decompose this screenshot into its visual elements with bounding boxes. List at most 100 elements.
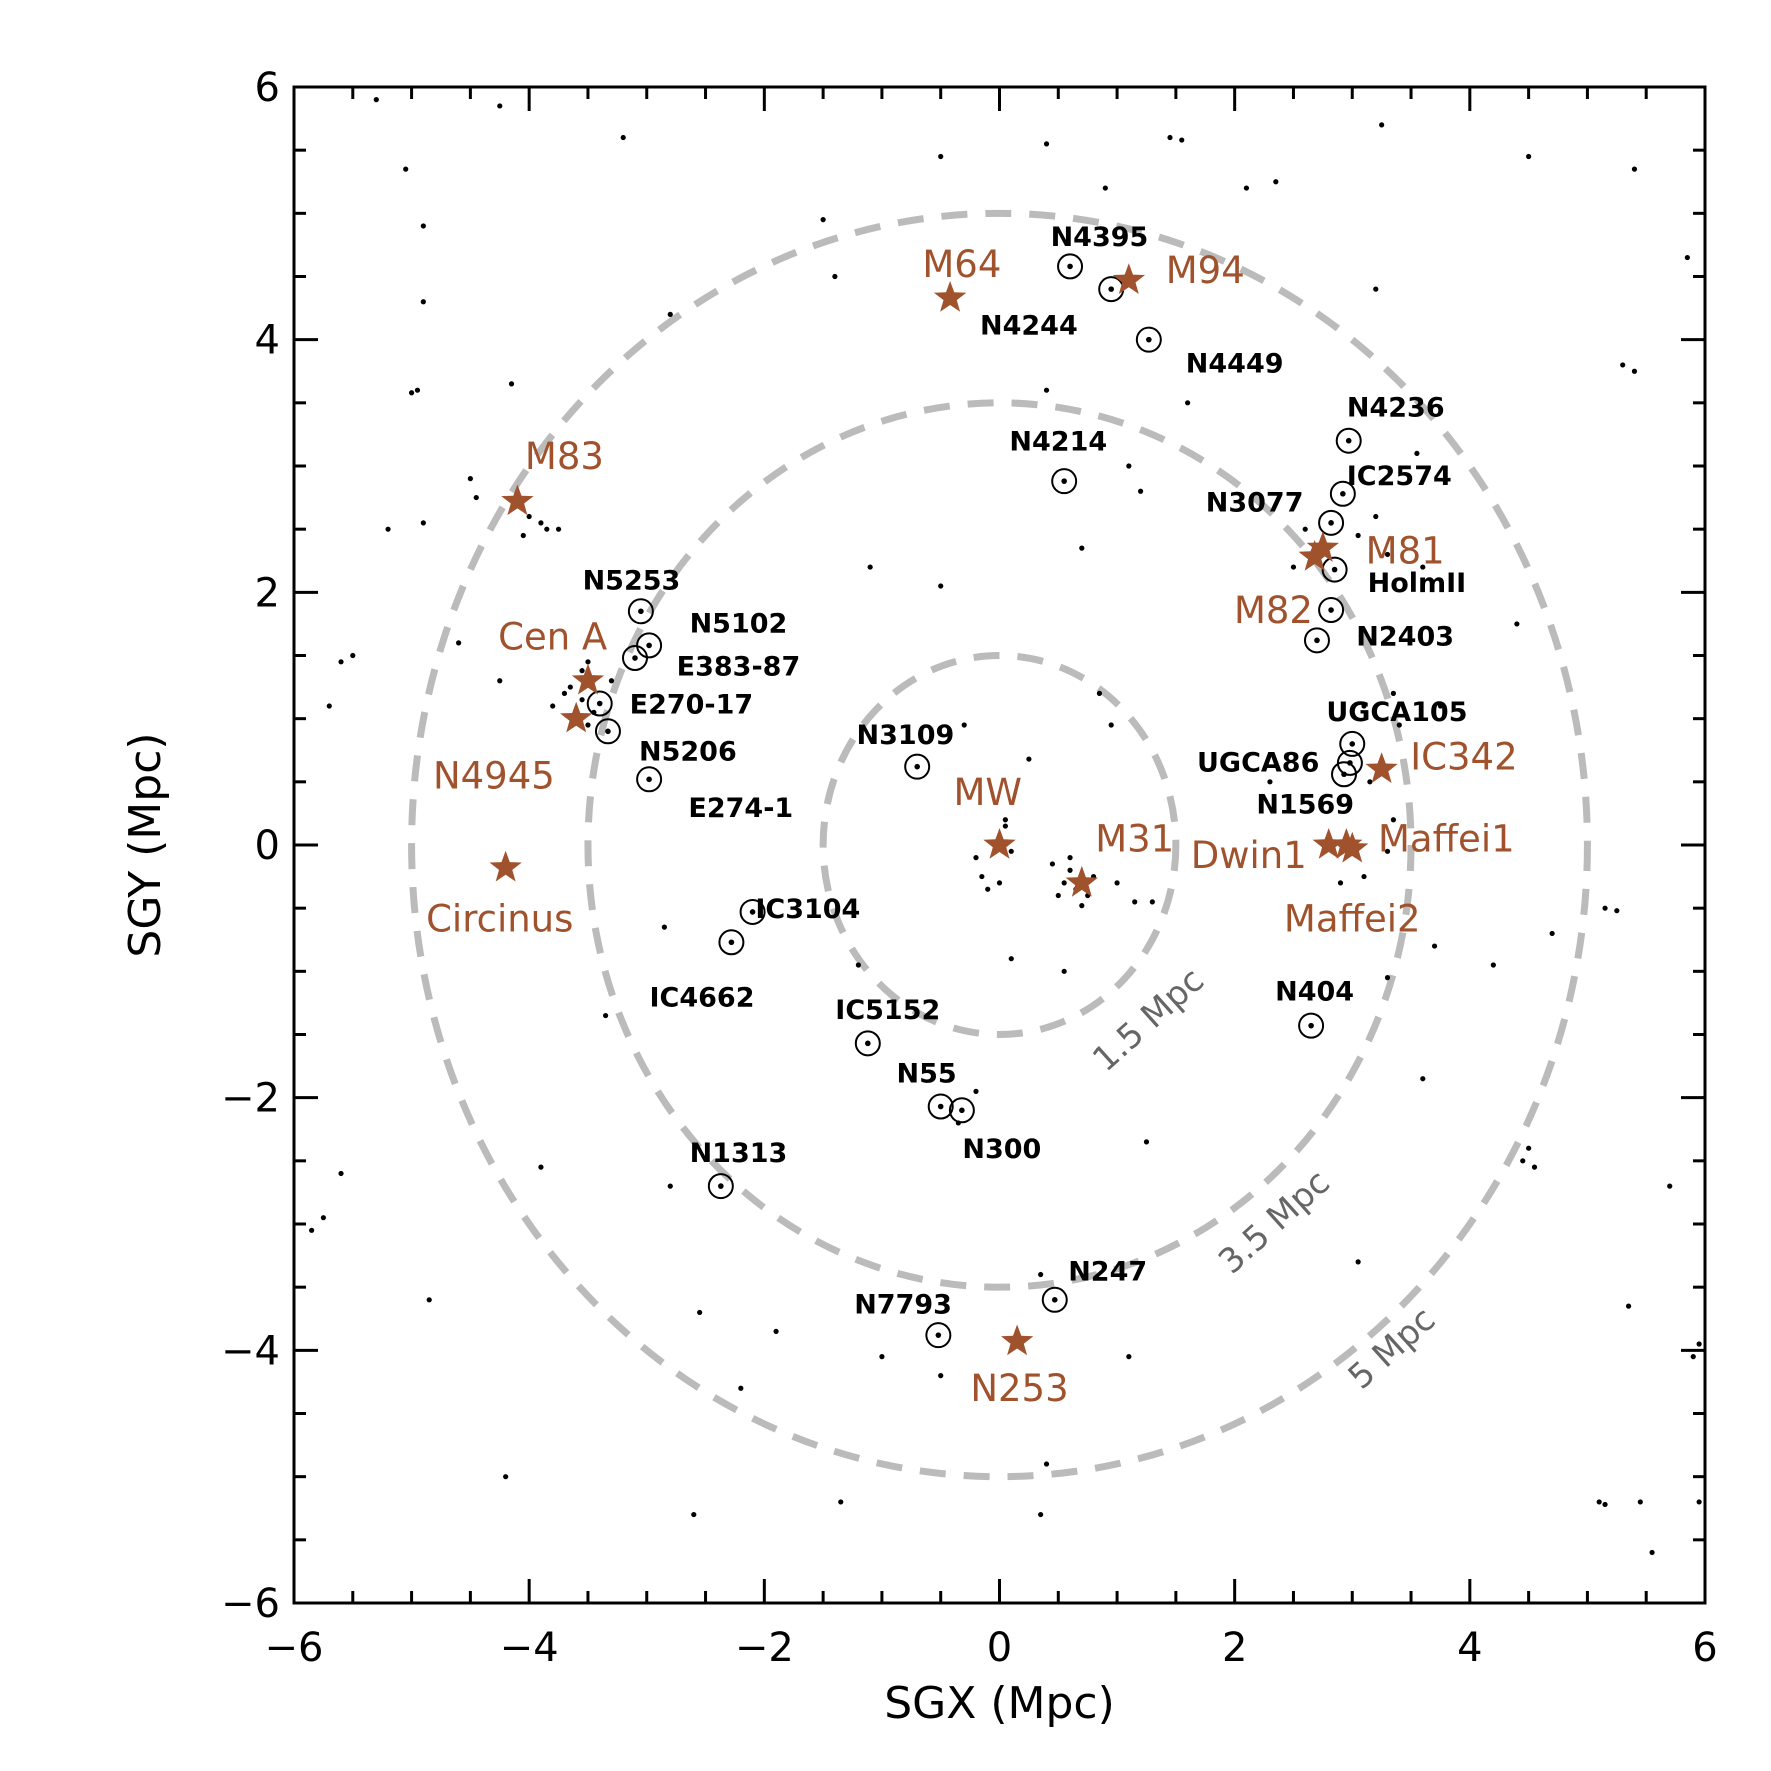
circled-galaxy-e270-17 <box>586 690 613 717</box>
galaxy-dot <box>550 703 556 709</box>
galaxy-dot <box>373 97 379 103</box>
label-n3077: N3077 <box>1206 487 1304 518</box>
galaxy-dot <box>661 924 667 930</box>
galaxy-dot <box>608 678 615 684</box>
galaxy-dot <box>338 1170 344 1177</box>
galaxy-dot <box>697 1309 703 1316</box>
star-m81 <box>1306 531 1339 562</box>
circled-galaxy-center-ic2574 <box>1340 490 1346 497</box>
circled-galaxy-center-ic3104 <box>749 909 756 915</box>
star-m94 <box>1112 263 1145 294</box>
galaxy-dot <box>350 652 356 659</box>
galaxy-dot <box>1520 1158 1526 1164</box>
star-n4945 <box>560 701 593 733</box>
label-n2403: N2403 <box>1356 621 1454 652</box>
circled-galaxy-ugca105 <box>1339 730 1366 757</box>
galaxy-dot <box>320 1215 326 1221</box>
circled-galaxy-center-holmii <box>1331 566 1338 573</box>
x-tick-label: 2 <box>1222 1625 1247 1671</box>
circled-galaxy-center-n3077 <box>1328 520 1334 526</box>
galaxy-dot <box>1038 1271 1044 1278</box>
label-cen-a: Cen A <box>498 616 607 659</box>
galaxy-dot <box>832 273 838 280</box>
galaxy-dot <box>1132 899 1138 905</box>
galaxy-dot <box>1290 564 1297 570</box>
circled-galaxy-center-n2403b <box>1314 637 1320 644</box>
circled-galaxy-n3109 <box>904 753 931 780</box>
circled-galaxies: N4395 N4244 N4449 N4236 N4214 IC2574 N3077 Holm… <box>583 222 1468 1349</box>
galaxy-dot <box>1361 703 1367 709</box>
circled-galaxy-n2403b <box>1303 627 1330 654</box>
label-n5102: N5102 <box>690 609 788 640</box>
label-n3109: N3109 <box>857 720 955 751</box>
galaxy-dot <box>408 390 415 396</box>
y-axis-title: SGY (Mpc) <box>120 732 171 957</box>
galaxy-dot <box>1620 362 1626 368</box>
label-n5206: N5206 <box>639 736 737 767</box>
x-axis-title: SGX (Mpc) <box>884 1678 1115 1729</box>
star-dwin1 <box>1312 828 1345 859</box>
circled-galaxy-n5206 <box>594 718 621 745</box>
circled-galaxy-center-ic5152 <box>865 1040 871 1047</box>
y-tick-label: −2 <box>221 1076 280 1122</box>
galaxy-dot <box>1079 545 1085 551</box>
galaxy-dot <box>526 513 532 520</box>
galaxy-dot <box>820 217 826 223</box>
galaxy-dot <box>1055 892 1061 899</box>
galaxy-dot <box>1396 722 1402 728</box>
circled-galaxy-center-n5253 <box>638 608 644 615</box>
galaxy-dot <box>585 659 591 665</box>
circled-galaxy-n4449 <box>1135 326 1162 353</box>
galaxy-dot <box>1267 779 1273 785</box>
circled-galaxy-center-n4395 <box>1067 263 1073 270</box>
galaxy-dot <box>1149 899 1155 905</box>
galaxy-dot <box>667 311 673 317</box>
galaxy-dot <box>1061 968 1067 974</box>
galaxy-dot <box>1649 1549 1655 1556</box>
galaxy-dot <box>1637 1499 1643 1505</box>
x-tick-label: −6 <box>265 1625 324 1671</box>
circled-galaxy-n247 <box>1041 1286 1068 1313</box>
circled-galaxy-center-n7793 <box>935 1332 942 1338</box>
circled-galaxy-center-ic4662 <box>728 939 735 946</box>
galaxy-dot <box>1043 387 1050 393</box>
circled-galaxy-ic5152 <box>854 1030 881 1057</box>
galaxy-dot <box>420 520 426 526</box>
x-tick-label: 4 <box>1457 1625 1482 1671</box>
label-n404: N404 <box>1275 976 1354 1007</box>
label-m82: M82 <box>1234 589 1313 632</box>
galaxy-dot <box>1108 722 1114 728</box>
circled-galaxy-n1313 <box>707 1173 734 1200</box>
circled-galaxy-center-n5102 <box>646 642 652 649</box>
galaxy-dot <box>1390 690 1397 697</box>
circled-galaxy-center-n5206 <box>605 728 611 735</box>
label-circinus: Circinus <box>426 897 573 940</box>
galaxy-dot <box>585 722 591 728</box>
galaxy-dot <box>1273 179 1279 185</box>
galaxy-dot <box>1384 848 1391 854</box>
galaxy-dot <box>579 697 585 703</box>
star-m31 <box>1065 865 1098 897</box>
galaxy-dot <box>996 880 1003 886</box>
ring-label-1-5-mpc: 1.5 Mpc <box>1085 960 1212 1080</box>
circled-galaxy-center-n1313 <box>718 1183 724 1189</box>
label-n247: N247 <box>1068 1257 1147 1288</box>
label-n4395: N4395 <box>1051 222 1149 253</box>
label-ic5152: IC5152 <box>835 995 940 1026</box>
galaxy-dot <box>1355 1259 1361 1265</box>
star-m82 <box>1298 540 1331 571</box>
galaxy-dot <box>1302 526 1308 532</box>
galaxy-dot <box>1373 513 1379 520</box>
galaxy-dot <box>1008 848 1014 854</box>
label-n7793: N7793 <box>854 1290 952 1321</box>
circled-galaxy-center-e383-87 <box>632 655 638 661</box>
galaxy-dot <box>1614 908 1620 914</box>
galaxy-dot <box>1337 880 1344 886</box>
label-m83: M83 <box>525 435 604 478</box>
y-tick-label: −6 <box>221 1581 280 1627</box>
label-n300: N300 <box>962 1134 1041 1165</box>
galaxy-dot <box>1437 703 1444 709</box>
galaxy-dot <box>385 526 391 532</box>
